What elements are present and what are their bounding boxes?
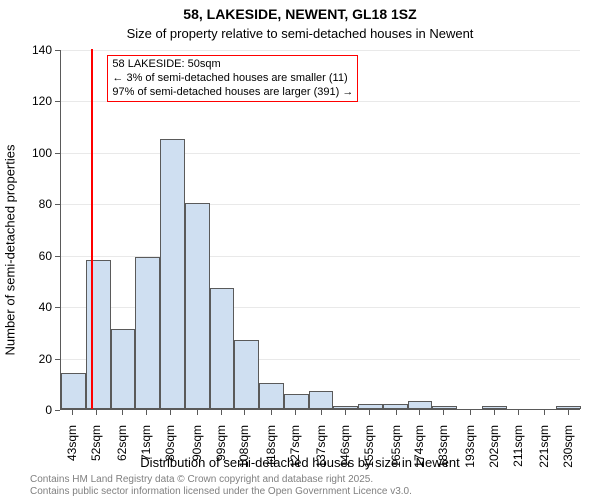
y-tick-mark (55, 359, 60, 360)
histogram-bar (210, 288, 235, 409)
x-tick-mark (470, 410, 471, 415)
y-tick-label: 100 (24, 146, 52, 160)
annotation-line: 58 LAKESIDE: 50sqm (112, 58, 353, 72)
histogram-bar (111, 329, 136, 409)
y-tick-label: 140 (24, 43, 52, 57)
y-tick-label: 40 (24, 300, 52, 314)
histogram-bar (259, 383, 284, 409)
x-tick-mark (122, 410, 123, 415)
histogram-bar (185, 203, 210, 409)
x-tick-label: 62sqm (115, 425, 129, 475)
gridline (61, 153, 580, 154)
x-tick-mark (518, 410, 519, 415)
attribution-line-1: Contains HM Land Registry data © Crown c… (30, 474, 590, 486)
x-tick-label: 211sqm (511, 425, 525, 475)
y-tick-label: 0 (24, 403, 52, 417)
x-tick-label: 90sqm (190, 425, 204, 475)
x-tick-label: 230sqm (561, 425, 575, 475)
y-tick-mark (55, 204, 60, 205)
x-tick-label: 183sqm (436, 425, 450, 475)
x-tick-mark (568, 410, 569, 415)
x-tick-mark (96, 410, 97, 415)
gridline (61, 204, 580, 205)
gridline (61, 50, 580, 51)
x-tick-label: 146sqm (338, 425, 352, 475)
y-tick-mark (55, 410, 60, 411)
chart-subtitle: Size of property relative to semi-detach… (0, 26, 600, 41)
plot-area: 58 LAKESIDE: 50sqm← 3% of semi-detached … (60, 50, 580, 410)
x-tick-label: 43sqm (65, 425, 79, 475)
attribution-line-2: Contains public sector information licen… (30, 486, 590, 498)
property-marker-line (91, 49, 93, 409)
y-axis-label: Number of semi-detached properties (3, 145, 18, 356)
x-tick-label: 108sqm (237, 425, 251, 475)
x-tick-label: 165sqm (389, 425, 403, 475)
x-tick-mark (494, 410, 495, 415)
histogram-bar (135, 257, 160, 409)
annotation-line: 97% of semi-detached houses are larger (… (112, 86, 353, 100)
x-tick-mark (72, 410, 73, 415)
annotation-box: 58 LAKESIDE: 50sqm← 3% of semi-detached … (107, 55, 358, 102)
x-tick-mark (146, 410, 147, 415)
x-tick-label: 155sqm (362, 425, 376, 475)
histogram-bar (432, 406, 457, 409)
y-tick-mark (55, 153, 60, 154)
histogram-bar (86, 260, 111, 409)
x-tick-mark (197, 410, 198, 415)
x-tick-mark (271, 410, 272, 415)
histogram-bar (234, 340, 259, 409)
y-tick-mark (55, 101, 60, 102)
histogram-bar (284, 394, 309, 409)
y-tick-mark (55, 307, 60, 308)
histogram-bar (482, 406, 507, 409)
x-tick-label: 221sqm (537, 425, 551, 475)
x-tick-label: 99sqm (214, 425, 228, 475)
x-tick-mark (295, 410, 296, 415)
histogram-bar (309, 391, 334, 409)
x-tick-label: 202sqm (487, 425, 501, 475)
x-tick-mark (396, 410, 397, 415)
x-tick-label: 137sqm (314, 425, 328, 475)
histogram-bar (333, 406, 358, 409)
y-tick-mark (55, 256, 60, 257)
y-tick-label: 120 (24, 94, 52, 108)
chart-title: 58, LAKESIDE, NEWENT, GL18 1SZ (0, 6, 600, 22)
x-tick-label: 127sqm (288, 425, 302, 475)
x-tick-label: 118sqm (264, 425, 278, 475)
histogram-bar (408, 401, 433, 409)
histogram-bar (160, 139, 185, 409)
attribution-text: Contains HM Land Registry data © Crown c… (30, 474, 590, 498)
x-tick-mark (369, 410, 370, 415)
x-tick-mark (170, 410, 171, 415)
x-tick-mark (321, 410, 322, 415)
histogram-bar (61, 373, 86, 409)
x-tick-mark (544, 410, 545, 415)
x-tick-mark (443, 410, 444, 415)
x-tick-mark (345, 410, 346, 415)
x-tick-label: 174sqm (412, 425, 426, 475)
x-tick-mark (244, 410, 245, 415)
x-tick-label: 71sqm (139, 425, 153, 475)
histogram-bar (383, 404, 408, 409)
histogram-bar (556, 406, 581, 409)
x-tick-mark (419, 410, 420, 415)
y-tick-label: 80 (24, 197, 52, 211)
x-tick-label: 52sqm (89, 425, 103, 475)
x-tick-label: 80sqm (163, 425, 177, 475)
histogram-bar (358, 404, 383, 409)
annotation-line: ← 3% of semi-detached houses are smaller… (112, 72, 353, 86)
y-tick-mark (55, 50, 60, 51)
x-tick-label: 193sqm (463, 425, 477, 475)
y-tick-label: 60 (24, 249, 52, 263)
y-tick-label: 20 (24, 352, 52, 366)
x-tick-mark (221, 410, 222, 415)
